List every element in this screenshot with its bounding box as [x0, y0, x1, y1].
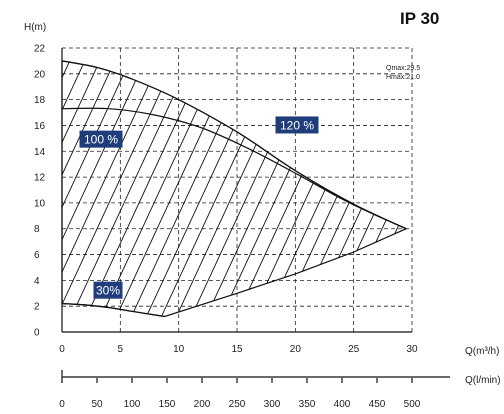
curve-120-percent: [61, 60, 407, 230]
y-tick-label: 12: [34, 173, 46, 184]
x-tick-label: 15: [231, 344, 243, 355]
hatch-line: [62, 60, 101, 317]
y-tick-label: 16: [34, 121, 46, 132]
y-tick-label: 10: [34, 198, 46, 209]
chart-title: IP 30: [400, 9, 439, 28]
x-tick-label: 5: [118, 344, 124, 355]
secondary-tick-label: 150: [159, 399, 176, 410]
secondary-tick-label: 350: [299, 399, 316, 410]
hatch-line: [114, 60, 266, 317]
secondary-tick-label: 400: [334, 399, 351, 410]
hatch-line: [475, 28, 504, 352]
badge-100-percent-box: [79, 130, 123, 148]
hatch-line: [0, 28, 25, 352]
badge-30-percent: 30%: [96, 284, 120, 298]
hatch-line: [0, 28, 10, 352]
hatch-line: [0, 28, 55, 352]
secondary-tick-label: 250: [229, 399, 246, 410]
y-tick-label: 18: [34, 95, 46, 106]
badge-120-percent-box: [275, 116, 319, 134]
badge-100-percent: 100 %: [84, 133, 118, 147]
hatch-line: [490, 28, 504, 352]
hmax-info: Hmax:21.0: [386, 74, 420, 81]
hatch-line: [62, 60, 146, 317]
hatch-line: [62, 60, 116, 317]
y-tick-label: 22: [34, 44, 46, 55]
qmax-info: Qmax:29.5: [386, 65, 420, 72]
hatch-line: [445, 28, 504, 352]
x-axis-title: Q(m³/h): [465, 346, 499, 357]
hatch-line: [430, 28, 504, 352]
y-axis-title: H(m): [24, 22, 46, 33]
y-tick-label: 4: [34, 276, 40, 287]
hatch-line: [415, 28, 504, 352]
curve-100-percent: [61, 107, 407, 230]
hatch-line: [62, 60, 131, 317]
hatch-line: [294, 60, 407, 317]
hatch-line: [354, 60, 407, 317]
y-tick-label: 20: [34, 69, 46, 80]
secondary-axis-title: Q(l/min): [465, 375, 501, 386]
y-tick-label: 0: [34, 328, 40, 339]
x-tick-label: 30: [406, 344, 418, 355]
x-tick-label: 20: [290, 344, 302, 355]
curve-labels: 100 % 120 % 30%: [79, 116, 319, 299]
secondary-tick-label: 200: [194, 399, 211, 410]
y-tick-label: 2: [34, 302, 40, 313]
secondary-tick-label: 450: [369, 399, 386, 410]
hatch-line: [159, 60, 311, 317]
x-tick-label: 25: [348, 344, 360, 355]
curves: [61, 60, 407, 318]
curve-30-percent: [61, 303, 165, 318]
y-tick-label: 6: [34, 250, 40, 261]
secondary-tick-label: 50: [91, 399, 103, 410]
x-tick-label: 10: [173, 344, 185, 355]
x-tick-label: 0: [59, 344, 65, 355]
badge-120-percent: 120 %: [280, 118, 314, 132]
hatch-line: [189, 60, 341, 317]
hatch-line: [460, 28, 504, 352]
badge-30-percent-box: [93, 281, 123, 299]
hatch-line: [204, 60, 356, 317]
y-tick-label: 14: [34, 147, 46, 158]
secondary-tick-label: 500: [404, 399, 421, 410]
hatch-line: [309, 60, 407, 317]
secondary-tick-label: 300: [264, 399, 281, 410]
hatch-line: [62, 60, 161, 317]
secondary-tick-label: 0: [59, 399, 65, 410]
hatch-line: [234, 60, 386, 317]
secondary-tick-label: 100: [124, 399, 141, 410]
hatch-line: [144, 60, 296, 317]
operating-region-hatch: [0, 28, 504, 352]
y-tick-label: 8: [34, 224, 40, 235]
hatch-line: [174, 60, 326, 317]
